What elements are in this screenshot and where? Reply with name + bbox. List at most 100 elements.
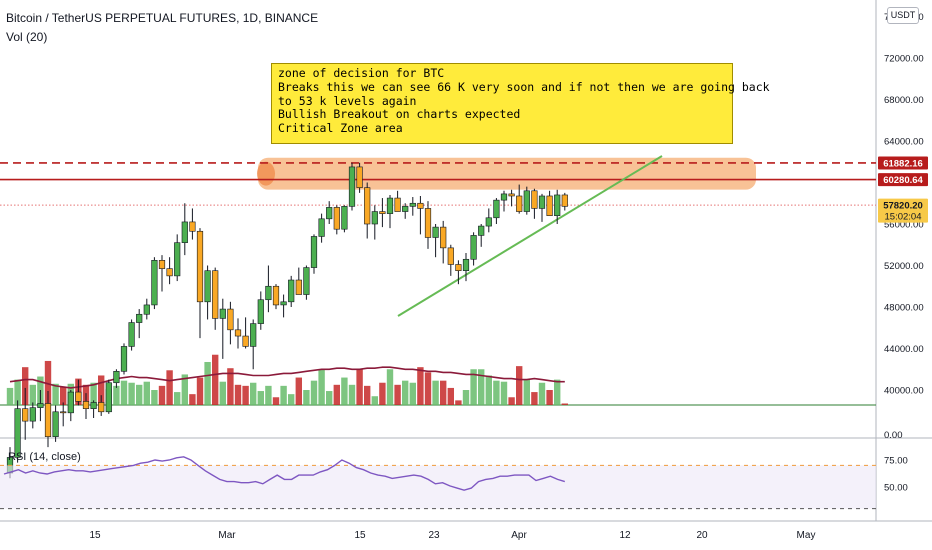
y-tick-label: 44000.00 — [884, 344, 924, 355]
candle — [310, 236, 318, 268]
candle — [394, 197, 401, 212]
volume-bar — [386, 369, 394, 405]
candle — [90, 402, 97, 409]
volume-bar — [394, 384, 401, 405]
x-tick-label: May — [797, 530, 816, 541]
candle — [242, 335, 249, 347]
volume-bar — [318, 369, 325, 405]
candle — [295, 279, 302, 295]
candle — [280, 301, 287, 306]
volume-bar — [310, 380, 318, 405]
candle — [462, 258, 470, 271]
volume-bar — [531, 392, 538, 405]
volume-bar — [303, 390, 310, 405]
annotation-line: Bullish Breakout on charts expected — [278, 107, 521, 122]
volume-bar — [128, 382, 135, 405]
rsi-line — [3, 456, 566, 491]
candle — [409, 202, 416, 207]
x-tick-label: 23 — [428, 530, 440, 541]
annotation-line: zone of decision for BTC — [278, 66, 445, 80]
volume-bar — [174, 392, 181, 405]
candle — [14, 408, 21, 458]
volume-bar — [136, 384, 143, 405]
x-tick-label: Apr — [511, 530, 527, 541]
annotation-line: to 53 k levels again — [278, 93, 417, 108]
x-tick-label: 20 — [696, 530, 708, 541]
x-tick-label: 15 — [354, 530, 366, 541]
volume-bar — [364, 385, 371, 405]
volume-bar — [493, 380, 500, 405]
candle — [356, 166, 363, 188]
volume-bar — [14, 379, 21, 405]
volume-bar — [341, 377, 348, 405]
volume-bar — [500, 381, 508, 405]
volume-bar — [204, 361, 211, 405]
candle — [386, 197, 394, 214]
y-tick-label: 72000.00 — [884, 54, 924, 65]
candle — [493, 199, 500, 219]
candle — [333, 207, 340, 230]
price-tag-bg — [878, 198, 928, 223]
volume-bar — [417, 367, 424, 405]
candle — [105, 382, 112, 413]
volume-bar — [402, 380, 409, 405]
annotation-line: Breaks this we can see 66 K very soon an… — [278, 79, 770, 94]
volume-bar — [447, 387, 454, 405]
candle — [303, 267, 310, 295]
volume-bar — [22, 367, 29, 405]
volume-bar — [379, 382, 386, 405]
candle — [288, 279, 295, 303]
y-tick-label: 48000.00 — [884, 303, 924, 314]
candle — [440, 226, 447, 249]
candle — [348, 166, 356, 207]
volume-bar — [470, 369, 477, 405]
candle — [531, 190, 538, 209]
candle — [402, 206, 409, 212]
candle — [417, 202, 424, 209]
candle — [136, 313, 143, 323]
volume-bar — [523, 379, 530, 405]
candle — [120, 346, 128, 372]
volume-bar — [227, 368, 234, 405]
volume-bar — [508, 397, 515, 405]
candle — [546, 195, 553, 217]
candle — [265, 285, 272, 301]
annotation-note[interactable]: zone of decision for BTC Breaks this we … — [271, 63, 770, 144]
y-tick-label: 40000.00 — [884, 386, 924, 397]
critical-zone-highlight — [258, 157, 756, 190]
rsi-y-tick-label: 75.00 — [884, 456, 908, 467]
price-tag-label: 57820.20 — [883, 201, 923, 212]
volume-bar — [371, 396, 378, 405]
chart-title: Bitcoin / TetherUS PERPETUAL FUTURES, 1D… — [6, 11, 319, 25]
volume-bar — [554, 379, 561, 405]
volume-ma-line — [9, 366, 565, 389]
currency-button[interactable]: USDT — [887, 7, 919, 24]
candle — [516, 195, 523, 212]
volume-bar — [348, 384, 356, 405]
volume-bar — [189, 394, 196, 405]
candle — [151, 260, 158, 306]
volume-bar — [120, 380, 128, 405]
critical-zone-left-edge — [257, 161, 275, 186]
candle — [204, 270, 211, 303]
volume-bar — [272, 397, 280, 405]
volume-bar — [151, 390, 158, 405]
volume-bar — [6, 387, 14, 405]
candle — [143, 304, 150, 315]
candle — [455, 264, 462, 271]
candle — [166, 268, 173, 277]
volume-bar — [196, 377, 204, 405]
candle — [561, 194, 568, 207]
volume-bar — [257, 391, 264, 405]
candle — [44, 403, 52, 437]
volume-bar — [265, 385, 272, 405]
volume-bar — [52, 383, 59, 405]
volume-bar — [516, 366, 523, 405]
volume-bar — [409, 382, 416, 405]
candle — [75, 391, 82, 402]
x-tick-label: 12 — [619, 530, 631, 541]
volume-bar — [29, 384, 36, 405]
candle — [22, 408, 29, 422]
